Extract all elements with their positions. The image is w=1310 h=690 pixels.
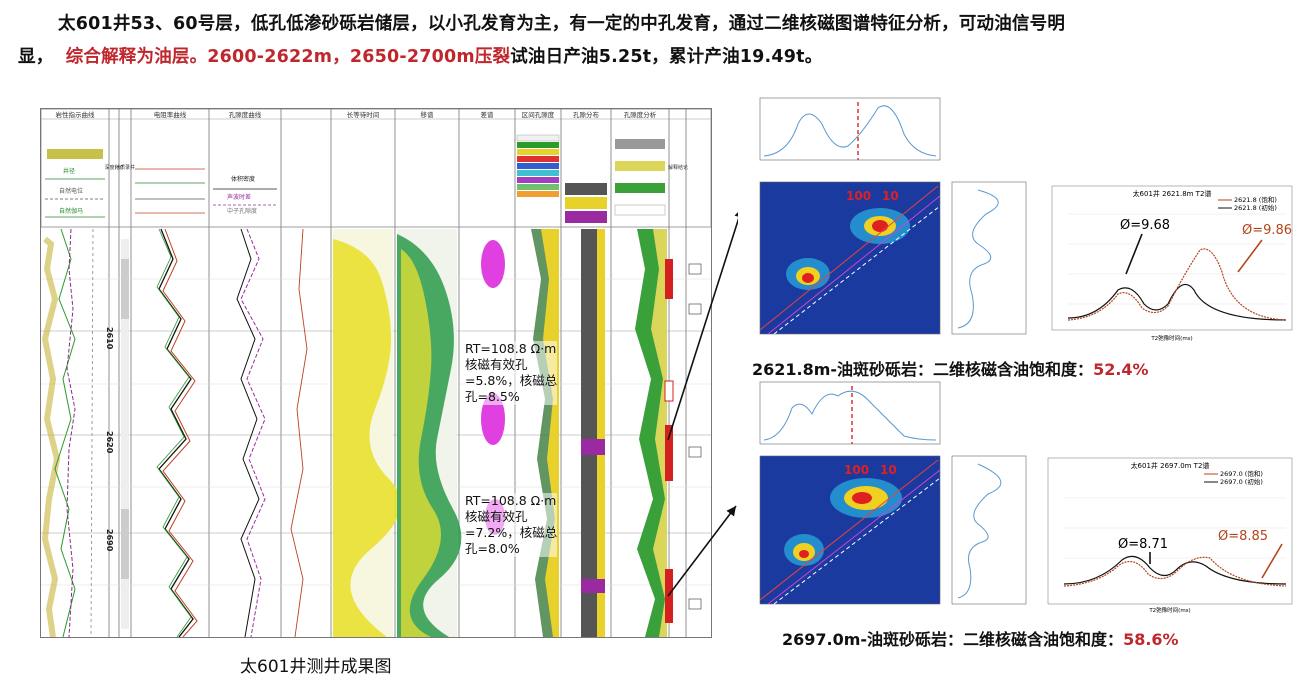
s2-legend: 2697.0 (饱和) 2697.0 (初始): [1204, 469, 1263, 486]
hdr-11: 孔隙度分析: [624, 110, 657, 119]
ann2-l2: 核磁有效孔: [465, 509, 528, 524]
hdr-1: 深度(m): [105, 164, 124, 171]
annotation-upper: RT=108.8 Ω·m 核磁有效孔 =5.8%，核磁总 孔=8.5%: [465, 341, 558, 405]
s2-legend-0: 2697.0 (饱和): [1220, 469, 1263, 478]
hdr-0: 岩性指示曲线: [56, 110, 96, 119]
s2-map-label-100: 100: [844, 463, 869, 477]
ann1-l4: 孔=8.5%: [465, 389, 520, 404]
track-headers: 岩性指示曲线 深度(m) 地质录井 电阻率曲线 孔隙度曲线 长等待时间 移谱 差…: [56, 110, 689, 171]
sample1-caption: 2621.8m-油斑砂砾岩：二维核磁含油饱和度：52.4%: [752, 356, 1149, 380]
depth-2620: 2620: [105, 431, 114, 454]
nmr-sample-1: 100 10 太601井 2621.8m T2谱 2621.8 (饱和) 262…: [738, 94, 1298, 346]
sample2-saturation: 58.6%: [1123, 630, 1179, 649]
ann2-l4: 孔=8.0%: [465, 541, 520, 556]
curve-label-4: 声波时差: [227, 193, 251, 201]
s2-xlabel: T2弛豫时间(ms): [1148, 606, 1190, 614]
title-line-2-red: 综合解释为油层。2600-2622m，2650-2700m压裂: [65, 47, 511, 67]
nmr-sample-1-svg: 100 10 太601井 2621.8m T2谱 2621.8 (饱和) 262…: [759, 97, 1293, 342]
s1-phi-red: Ø=9.86: [1242, 223, 1292, 238]
pore-distribution: [581, 229, 605, 637]
ann1-l3: =5.8%，核磁总: [465, 373, 558, 388]
s1-phi-black: Ø=9.68: [1120, 218, 1170, 233]
sample1-caption-prefix: 2621.8m-油斑砂砾岩：二维核磁含油饱和度：: [752, 360, 1094, 379]
depth-2690: 2690: [105, 529, 114, 552]
hdr-6: 长等待时间: [347, 110, 380, 119]
track-separators: [108, 109, 687, 637]
curve-label-0: 井径: [63, 167, 75, 175]
hdr-9: 区间孔隙度: [522, 110, 555, 119]
s1-legend: 2621.8 (饱和) 2621.8 (初始): [1218, 195, 1277, 212]
hdr-10: 孔隙分布: [573, 110, 600, 119]
well-log-svg: 岩性指示曲线 深度(m) 地质录井 电阻率曲线 孔隙度曲线 长等待时间 移谱 差…: [40, 108, 712, 638]
hdr-4: 孔隙度曲线: [229, 110, 262, 119]
title-line-2: 显， 综合解释为油层。2600-2622m，2650-2700m压裂试油日产油5…: [18, 41, 1288, 74]
porosity-analysis-key: [614, 139, 666, 216]
sample2-caption-prefix: 2697.0m-油斑砂砾岩：二维核磁含油饱和度：: [782, 630, 1124, 649]
s1-chart-title: 太601井 2621.8m T2谱: [1133, 189, 1212, 198]
s1-legend-1: 2621.8 (初始): [1234, 203, 1277, 212]
curve-label-3: 体积密度: [231, 175, 255, 183]
hdr-2: 地质录井: [115, 164, 135, 171]
sample2-caption: 2697.0m-油斑砂砾岩：二维核磁含油饱和度：58.6%: [782, 626, 1179, 650]
s1-map-label-10: 10: [882, 189, 899, 203]
shift-spectra: [397, 229, 462, 637]
porosity-analysis: [635, 229, 667, 637]
nmr-sample-2: 100 10 太601井 2697.0m T2谱 2697.0 (饱和) 269…: [738, 378, 1298, 618]
s2-phi-red: Ø=8.85: [1218, 529, 1268, 544]
interval-color-key: [516, 134, 560, 197]
log-caption: 太601井测井成果图: [240, 657, 392, 677]
nmr-sample-2-svg: 100 10 太601井 2697.0m T2谱 2697.0 (饱和) 269…: [759, 381, 1293, 614]
arrow-to-sample1: [667, 207, 744, 441]
ann2-rt: RT=108.8 Ω·m: [465, 493, 557, 508]
s1-map-label-100: 100: [846, 189, 871, 203]
s2-legend-1: 2697.0 (初始): [1220, 477, 1263, 486]
ann2-l3: =7.2%，核磁总: [465, 525, 558, 540]
s1-legend-0: 2621.8 (饱和): [1234, 195, 1277, 204]
hdr-8: 差谱: [481, 110, 495, 119]
curve-label-5: 中子孔隙度: [227, 207, 257, 215]
s2-map-label-10: 10: [880, 463, 897, 477]
long-wait-spectra: [333, 229, 401, 637]
slide-title: 太601井53、60号层，低孔低渗砂砾岩储层，以小孔发育为主，有一定的中孔发育，…: [18, 8, 1288, 74]
header-curve-lines: [45, 168, 277, 218]
title-line-1: 太601井53、60号层，低孔低渗砂砾岩储层，以小孔发育为主，有一定的中孔发育，…: [58, 14, 1066, 34]
hdr-3: 电阻率曲线: [154, 110, 187, 119]
s2-phi-black: Ø=8.71: [1118, 537, 1168, 552]
s1-xlabel: T2弛豫时间(ms): [1150, 334, 1192, 342]
title-line-2-a: 显，: [18, 47, 54, 67]
depth-labels: 2610 2620 2690: [105, 327, 114, 552]
ann1-rt: RT=108.8 Ω·m: [465, 341, 557, 356]
well-log-panel: 岩性指示曲线 深度(m) 地质录井 电阻率曲线 孔隙度曲线 长等待时间 移谱 差…: [40, 108, 712, 638]
curve-labels: 井径 自然电位 自然伽马 体积密度 声波时差 中子孔隙度: [59, 167, 257, 215]
curve-label-1: 自然电位: [59, 187, 83, 195]
annotation-lower: RT=108.8 Ω·m 核磁有效孔 =7.2%，核磁总 孔=8.0%: [465, 493, 558, 557]
ann1-l2: 核磁有效孔: [465, 357, 528, 372]
sample1-saturation: 52.4%: [1093, 360, 1149, 379]
arrow-to-sample2: [667, 505, 737, 597]
depth-2610: 2610: [105, 327, 114, 350]
curve-label-2: 自然伽马: [59, 207, 83, 215]
legend-swatch-yellow: [47, 149, 103, 159]
hdr-7: 移谱: [421, 110, 435, 119]
hdr-12: 解释结论: [668, 164, 688, 171]
s2-chart-title: 太601井 2697.0m T2谱: [1131, 461, 1210, 470]
pore-dist-key: [565, 183, 607, 223]
title-line-2-b: 试油日产油5.25t，累计产油19.49t。: [510, 47, 823, 67]
